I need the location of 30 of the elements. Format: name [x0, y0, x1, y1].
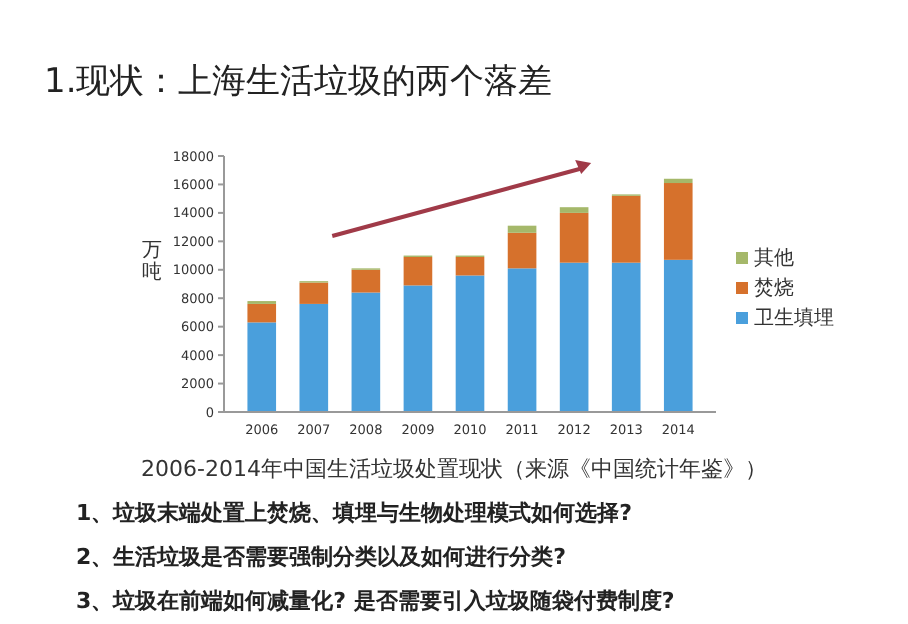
text: 2、生活垃圾是否需要强制分类以及如何进行分类? — [76, 544, 567, 570]
legend-label: 焚烧 — [754, 276, 794, 300]
bar — [247, 322, 277, 412]
bar — [403, 256, 433, 286]
bar — [663, 183, 693, 260]
bar — [559, 207, 589, 213]
bar — [507, 225, 537, 233]
bar — [559, 212, 589, 263]
bar — [611, 195, 641, 263]
text: 2006-2014年中国生活垃圾处置现状（来源《中国统计年鉴》） — [141, 456, 767, 482]
bar — [299, 282, 329, 304]
bar — [247, 303, 277, 323]
bar — [507, 232, 537, 269]
legend-label: 其他 — [754, 246, 794, 270]
y-axis-title: 万吨 — [142, 239, 162, 284]
text: 1、垃圾末端处置上焚烧、填埋与生物处理模式如何选择? — [76, 500, 633, 526]
bar — [455, 275, 485, 412]
bar — [299, 303, 329, 412]
bar — [351, 292, 381, 412]
bar — [611, 262, 641, 412]
bar — [351, 269, 381, 293]
bar — [507, 268, 537, 412]
bar — [403, 285, 433, 412]
bar — [663, 259, 693, 412]
bar — [663, 178, 693, 184]
bar — [559, 262, 589, 412]
legend-label: 卫生填埋 — [754, 306, 834, 330]
text: 3、垃圾在前端如何减量化? 是否需要引入垃圾随袋付费制度? — [76, 588, 675, 614]
chart-title: 1.现状：上海生活垃圾的两个落差 — [44, 62, 553, 102]
bar — [455, 256, 485, 276]
